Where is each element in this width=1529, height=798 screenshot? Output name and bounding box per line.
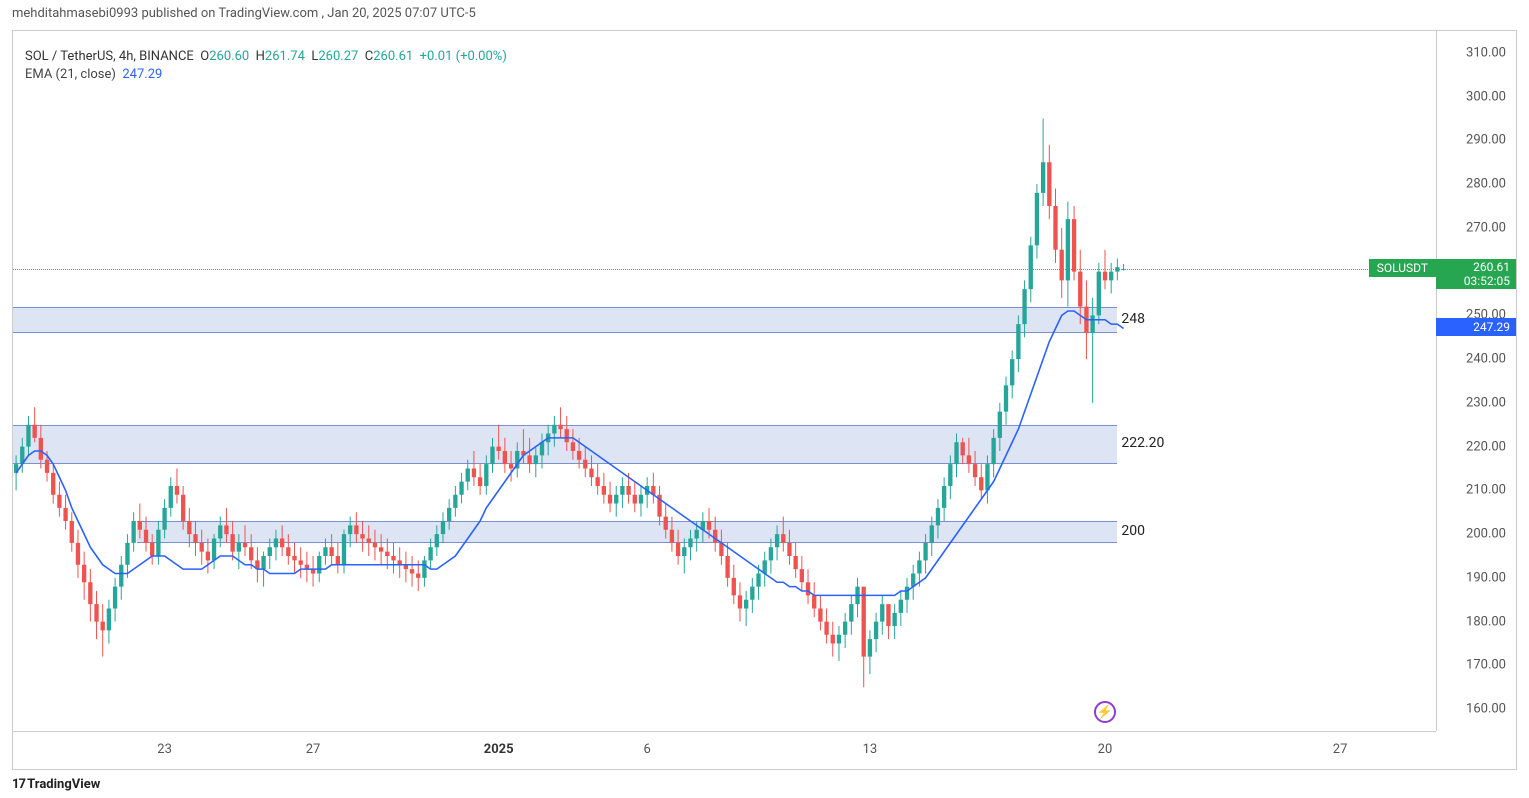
chart-plot-area[interactable]: 248222.20200⚡	[13, 31, 1436, 731]
x-tick-label: 23	[157, 742, 172, 757]
low: 260.27	[318, 49, 358, 64]
y-tick-label: 240.00	[1466, 352, 1506, 367]
legend-symbol-line: SOL / TetherUS, 4h, BINANCE O260.60 H261…	[25, 49, 507, 64]
chart-legend: SOL / TetherUS, 4h, BINANCE O260.60 H261…	[25, 49, 507, 82]
y-tick-label: 310.00	[1466, 45, 1506, 60]
y-tick-label: 200.00	[1466, 527, 1506, 542]
ticker-badge: SOLUSDT	[1369, 259, 1436, 277]
tradingview-logo: 17 TradingView	[12, 777, 100, 792]
legend-indicator-line: EMA (21, close) 247.29	[25, 67, 507, 82]
y-tick-label: 270.00	[1466, 220, 1506, 235]
y-tick-label: 290.00	[1466, 133, 1506, 148]
chg: +0.01	[420, 49, 453, 64]
y-tick-label: 180.00	[1466, 614, 1506, 629]
publisher: mehditahmasebi0993	[12, 6, 138, 21]
y-tick-label: 300.00	[1466, 89, 1506, 104]
y-tick-label: 160.00	[1466, 702, 1506, 717]
flash-icon[interactable]: ⚡	[1094, 701, 1116, 723]
y-tick-label: 220.00	[1466, 439, 1506, 454]
x-tick-label: 2025	[484, 742, 514, 757]
y-axis[interactable]: 310.00300.00290.00280.00270.00260.00250.…	[1436, 31, 1516, 731]
publish-site: TradingView.com	[218, 6, 318, 21]
x-tick-label: 27	[1333, 742, 1348, 757]
y-tick-label: 170.00	[1466, 658, 1506, 673]
x-axis[interactable]: 23 27 2025 6 13 20 27	[13, 731, 1436, 769]
indicator-name: EMA (21, close)	[25, 67, 116, 82]
y-tick-label: 210.00	[1466, 483, 1506, 498]
current-price-badge: 260.6103:52:05	[1436, 259, 1516, 289]
y-tick-label: 280.00	[1466, 177, 1506, 192]
symbol: SOL / TetherUS	[25, 49, 113, 64]
open: 260.60	[209, 49, 249, 64]
chart-container[interactable]: SOL / TetherUS, 4h, BINANCE O260.60 H261…	[12, 30, 1517, 770]
indicator-value: 247.29	[122, 67, 162, 82]
x-tick-label: 13	[863, 742, 878, 757]
exchange: BINANCE	[139, 49, 194, 64]
publish-header: mehditahmasebi0993 published on TradingV…	[0, 0, 1529, 27]
chg-pct: (+0.00%)	[456, 49, 507, 64]
y-tick-label: 230.00	[1466, 395, 1506, 410]
ema-line	[13, 31, 1436, 731]
close: 260.61	[373, 49, 413, 64]
publish-date: Jan 20, 2025 07:07 UTC-5	[327, 6, 475, 21]
x-tick-label: 27	[306, 742, 321, 757]
x-tick-label: 20	[1098, 742, 1113, 757]
timeframe: 4h	[119, 49, 133, 64]
x-tick-label: 6	[644, 742, 651, 757]
high: 261.74	[265, 49, 305, 64]
ema-price-badge: 247.29	[1436, 318, 1516, 336]
y-tick-label: 190.00	[1466, 570, 1506, 585]
